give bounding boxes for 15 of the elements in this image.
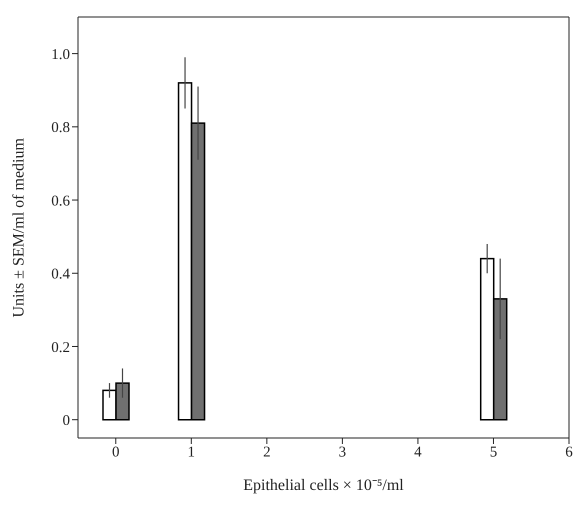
- x-tick-label: 1: [188, 444, 196, 461]
- x-tick-label: 6: [565, 444, 574, 461]
- x-tick-label: 4: [414, 444, 422, 461]
- x-axis-title: Epithelial cells × 10⁻⁵/ml: [243, 477, 404, 494]
- y-tick-label: 0.8: [51, 120, 70, 136]
- x-tick-label: 5: [490, 444, 498, 461]
- y-tick-label: 0.6: [51, 193, 70, 210]
- x-tick-label: 2: [263, 444, 271, 461]
- y-tick-label: 0: [62, 413, 70, 430]
- x-tick-label: 0: [112, 444, 120, 461]
- x-tick-label: 3: [338, 444, 346, 461]
- y-tick-label: 0.2: [51, 340, 70, 356]
- y-axis-title: Units ± SEM/ml of medium: [10, 137, 28, 318]
- y-tick-label: 1.0: [51, 46, 70, 63]
- y-tick-label: 0.4: [51, 266, 70, 283]
